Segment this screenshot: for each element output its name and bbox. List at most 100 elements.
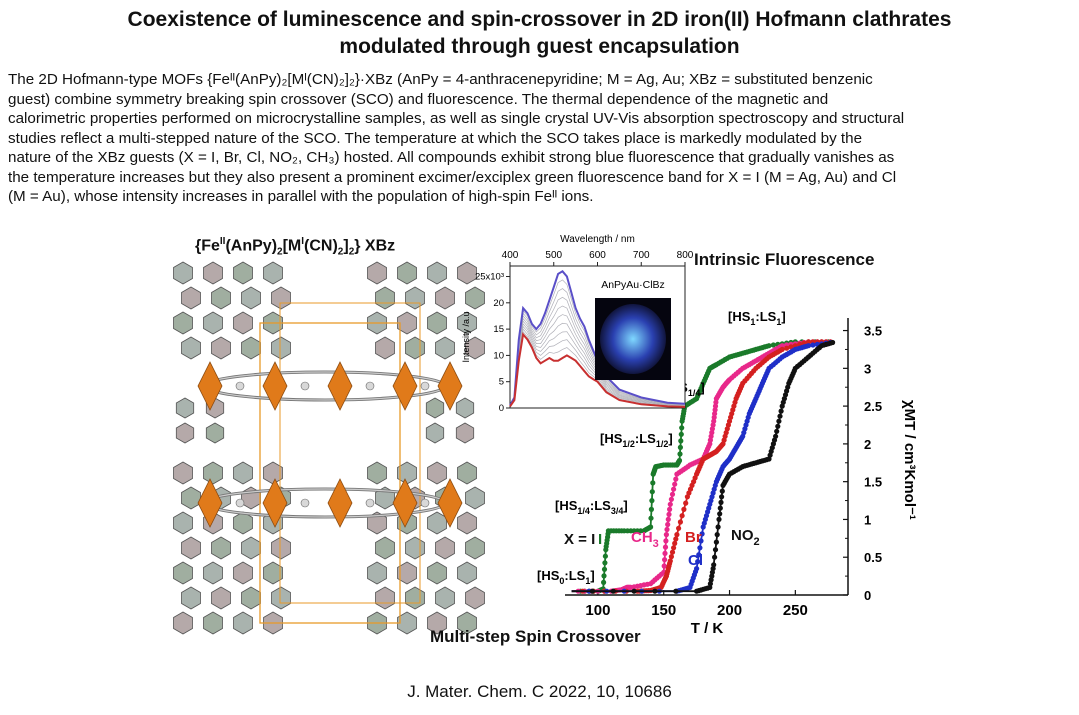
ligand-ring (173, 311, 193, 335)
sco-data-point (686, 490, 692, 496)
sco-data-point (674, 588, 680, 594)
sco-data-point (613, 528, 619, 534)
fe-octahedron (327, 478, 353, 528)
sco-data-point (781, 353, 788, 359)
ligand-ring (173, 561, 193, 585)
sco-data-point (735, 369, 741, 375)
sco-data-point (713, 479, 720, 485)
sco-data-point (786, 380, 792, 386)
sco-data-point (726, 471, 733, 477)
sco-data-point (744, 349, 750, 355)
sco-data-point (722, 461, 728, 467)
sco-data-point (740, 464, 746, 470)
sco-data-point (714, 394, 721, 400)
sco-data-point (700, 456, 706, 462)
sco-data-point (672, 462, 678, 468)
sco-data-point (766, 456, 772, 462)
sco-data-point (679, 513, 685, 519)
metal-atom (300, 381, 310, 391)
sco-data-point (755, 459, 761, 465)
metal-atom (365, 498, 375, 508)
multistep-sco-label: Multi-step Spin Crossover (430, 627, 641, 646)
sco-data-point (770, 441, 777, 447)
sco-data-point (768, 353, 774, 359)
sco-data-point (768, 349, 774, 355)
sco-data-point (709, 573, 715, 579)
sco-data-point (805, 339, 812, 345)
sco-data-point (762, 375, 768, 381)
sco-data-point (663, 538, 669, 544)
sco-data-point (668, 496, 675, 502)
sco-data-point (768, 448, 774, 454)
sco-data-point (753, 358, 759, 364)
ligand-ring (465, 336, 485, 360)
sco-data-point (709, 430, 715, 436)
sco-data-point (649, 587, 655, 593)
sco-data-point (805, 339, 812, 345)
sco-data-point (603, 547, 609, 553)
ligand-ring (457, 561, 477, 585)
sco-data-point (658, 584, 664, 591)
sco-data-point (665, 568, 671, 574)
sco-data-point (712, 407, 718, 413)
sco-data-point (766, 354, 772, 360)
sco-data-point (707, 501, 713, 507)
sco-data-point (667, 506, 673, 512)
ligand-ring (271, 536, 291, 560)
sco-data-point (634, 583, 641, 589)
sco-data-point (731, 353, 737, 359)
sco-data-point (719, 386, 725, 392)
sco-data-point (819, 339, 825, 345)
sco-data-point (684, 494, 691, 500)
sco-data-point (733, 445, 739, 451)
sco-data-point (700, 524, 706, 530)
sco-data-point (678, 431, 684, 437)
sco-data-point (788, 339, 794, 346)
sco-data-point (713, 396, 720, 402)
sco-data-point (722, 356, 728, 363)
ligand-ring (375, 286, 395, 310)
sco-data-point (696, 390, 702, 397)
sco-data-point (762, 457, 768, 463)
sco-data-point (827, 339, 834, 345)
sco-data-point (733, 371, 739, 377)
sco-data-point (661, 563, 667, 569)
sco-data-point (785, 384, 791, 390)
sco-data-point (730, 450, 736, 456)
sco-data-point (691, 460, 698, 466)
sco-data-point (801, 339, 807, 346)
sco-data-point (676, 458, 682, 464)
sco-data-point (694, 588, 700, 594)
sco-data-point (711, 450, 717, 456)
sco-data-point (680, 467, 687, 473)
sco-data-point (675, 460, 681, 466)
sco-data-point (724, 475, 730, 481)
ligand-ring (241, 586, 261, 610)
sco-data-point (707, 441, 713, 447)
sco-data-point (770, 351, 777, 358)
sco-data-point (725, 378, 732, 384)
sco-data-point (663, 462, 669, 468)
series-label: Cl (688, 552, 703, 569)
abstract-line: (M = Au), whose intensity increases in p… (8, 188, 594, 205)
ligand-ring (211, 286, 231, 310)
sco-data-point (774, 428, 780, 434)
ligand-ring (181, 286, 201, 310)
sco-data-point (784, 340, 790, 346)
sco-data-point (586, 588, 592, 594)
sco-data-point (712, 362, 718, 368)
sco-data-point (662, 557, 668, 563)
sco-data-point (654, 463, 660, 469)
sco-data-point (755, 346, 761, 352)
sco-data-point (577, 588, 584, 594)
sco-data-point (595, 588, 601, 594)
fe-octahedron (262, 361, 288, 411)
sco-data-point (737, 385, 744, 392)
sco-data-point (643, 526, 649, 533)
sco-data-point (602, 560, 608, 566)
paper-title: Coexistence of luminescence and spin-cro… (0, 6, 1079, 60)
sco-data-point (718, 359, 724, 365)
sco-data-point (729, 411, 735, 417)
ligand-ring (427, 561, 447, 585)
sco-data-point (752, 398, 758, 404)
